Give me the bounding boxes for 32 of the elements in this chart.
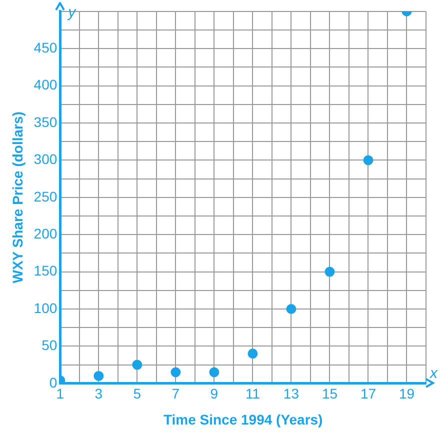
y-tick-label: 50 bbox=[42, 337, 58, 354]
point bbox=[324, 266, 335, 277]
y-tick-label: 200 bbox=[34, 225, 58, 242]
y-tick-label: 350 bbox=[34, 114, 58, 130]
x-tick-label: 13 bbox=[283, 386, 300, 402]
y-tick-label: 150 bbox=[34, 262, 58, 279]
x-tick-label: 7 bbox=[172, 386, 180, 402]
point bbox=[248, 348, 258, 359]
point bbox=[94, 370, 104, 381]
point bbox=[170, 367, 181, 378]
y-tick-label: 250 bbox=[34, 188, 58, 204]
y-tick-label: 300 bbox=[34, 151, 58, 168]
x-tick-label: 15 bbox=[322, 386, 338, 402]
y-tick-label: 450 bbox=[34, 39, 58, 56]
x-tick-label: 3 bbox=[94, 386, 103, 402]
x-tick-label: 11 bbox=[245, 386, 260, 402]
point bbox=[132, 360, 142, 370]
x-tick-label: 1 bbox=[56, 386, 64, 402]
point bbox=[286, 304, 296, 314]
x-tick-label: 5 bbox=[133, 386, 142, 402]
x-axis-title: Time Since 1994 (Years) bbox=[163, 411, 323, 428]
point bbox=[363, 155, 374, 166]
x-tick-label: 19 bbox=[398, 386, 415, 402]
x-tick-label: 17 bbox=[360, 386, 376, 402]
text: x bbox=[429, 365, 438, 382]
y-tick-label: 100 bbox=[34, 300, 58, 316]
y-tick-label: 400 bbox=[34, 76, 58, 93]
annotation: y bbox=[67, 4, 78, 22]
y-tick-label: 0 bbox=[49, 374, 58, 390]
y-axis-title: WXY Share Price (dollars) bbox=[9, 112, 26, 284]
x-tick-label: 9 bbox=[210, 386, 218, 402]
point bbox=[209, 367, 220, 378]
